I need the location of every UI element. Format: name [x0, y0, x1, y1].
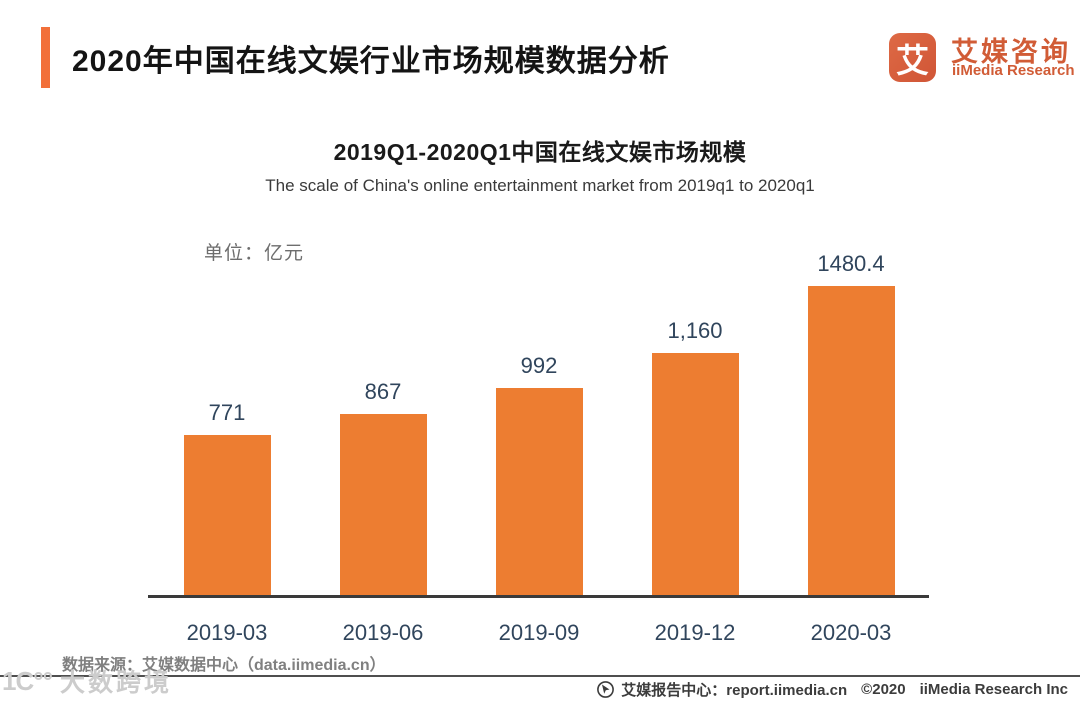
bar: [495, 388, 583, 596]
x-axis-label: 2019-09: [498, 620, 580, 645]
bar-slot: 1480.4: [773, 251, 929, 596]
bar-slot: 771: [149, 400, 305, 596]
bar-value-label: 992: [520, 353, 558, 378]
bar: [183, 435, 271, 596]
title-accent-bar: [41, 27, 50, 88]
watermark-logo: 1C°°: [2, 665, 53, 696]
footer-report-center: 艾媒报告中心：report.iimedia.cn: [621, 682, 848, 699]
bar: [807, 286, 895, 596]
bar-value-label: 771: [208, 400, 246, 425]
x-axis-labels: 2019-03 2019-06 2019-09 2019-12 2020-03: [149, 620, 929, 646]
chart-title: 2019Q1-2020Q1中国在线文娱市场规模: [333, 139, 747, 165]
iimedia-logo-glyph: 艾: [896, 41, 929, 79]
iimedia-logo-name-cn: 艾媒咨询: [951, 37, 1071, 67]
footer-divider: [0, 675, 1080, 677]
footer: 艾媒报告中心：report.iimedia.cn ©2020 iiMedia R…: [596, 679, 1068, 700]
x-axis-label: 2019-03: [186, 620, 268, 645]
watermark-text: 大数跨境: [60, 669, 173, 697]
bar-slot: 992: [461, 353, 617, 596]
bar-slot: 1,160: [617, 318, 773, 596]
unit-label: 单位：亿元: [204, 243, 305, 264]
footer-copyright: ©2020: [861, 681, 906, 698]
page-title: 2020年中国在线文娱行业市场规模数据分析: [72, 44, 670, 78]
bar: [651, 353, 739, 596]
x-axis-label: 2020-03: [810, 620, 892, 645]
x-axis-label: 2019-06: [342, 620, 424, 645]
bar-chart-plot-area: 771 867 992 1,160 1480.4: [149, 240, 929, 596]
x-axis-line: [148, 595, 929, 598]
bar: [339, 414, 427, 596]
bar-value-label: 1480.4: [817, 251, 885, 276]
data-source-note: 数据来源：艾媒数据中心（data.iimedia.cn）: [62, 657, 386, 674]
bar-value-label: 867: [364, 379, 402, 404]
footer-company: iiMedia Research Inc: [919, 681, 1068, 698]
bar-slot: 867: [305, 379, 461, 596]
watermark: 1C°° 大数跨境: [2, 663, 172, 699]
report-center-icon: [596, 680, 615, 699]
bars-container: 771 867 992 1,160 1480.4: [149, 240, 929, 596]
iimedia-logo-icon: 艾: [889, 33, 936, 82]
iimedia-logo-name-en: iiMedia Research: [952, 62, 1075, 79]
chart-subtitle: The scale of China's online entertainmen…: [265, 176, 815, 195]
bar-value-label: 1,160: [667, 318, 723, 343]
x-axis-label: 2019-12: [654, 620, 736, 645]
